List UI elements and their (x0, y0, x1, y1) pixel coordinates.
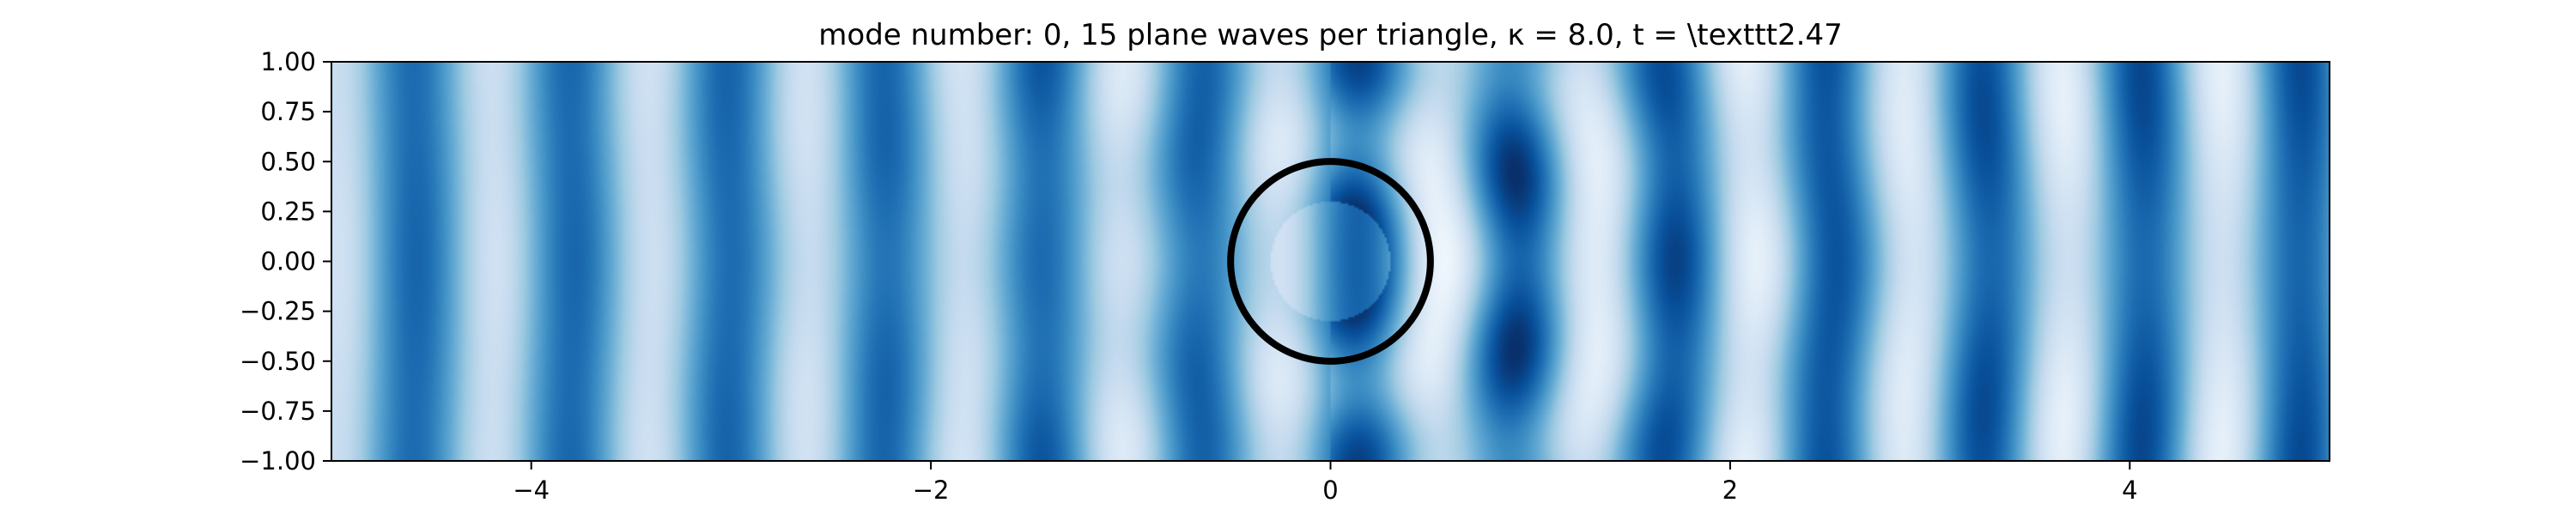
y-tick-label: 0.25 (260, 197, 316, 226)
x-tick-label: 4 (2122, 476, 2137, 505)
y-tick-label: 0.75 (260, 97, 316, 126)
x-axis: −4 −2 0 2 4 (513, 461, 2138, 505)
x-tick-label: 0 (1322, 476, 1338, 505)
chart-title: mode number: 0, 15 plane waves per trian… (818, 18, 1842, 52)
y-tick-label: −0.50 (240, 347, 316, 376)
x-tick-label: −4 (513, 476, 550, 505)
y-tick-label: −0.75 (240, 397, 316, 426)
y-tick-label: −0.25 (240, 297, 316, 326)
wave-field-heatmap (331, 62, 2330, 461)
y-tick-label: −1.00 (240, 446, 316, 476)
y-tick-label: 0.50 (260, 147, 316, 176)
scatterer-circle (1227, 158, 1434, 365)
y-tick-label: 1.00 (260, 47, 316, 76)
x-tick-label: 2 (1722, 476, 1738, 505)
plot-area (331, 61, 2330, 462)
y-axis: 1.00 0.75 0.50 0.25 0.00 −0.25 −0.50 −0.75 −1.00 (240, 47, 331, 476)
y-tick-label: 0.00 (260, 247, 316, 276)
x-tick-label: −2 (913, 476, 950, 505)
